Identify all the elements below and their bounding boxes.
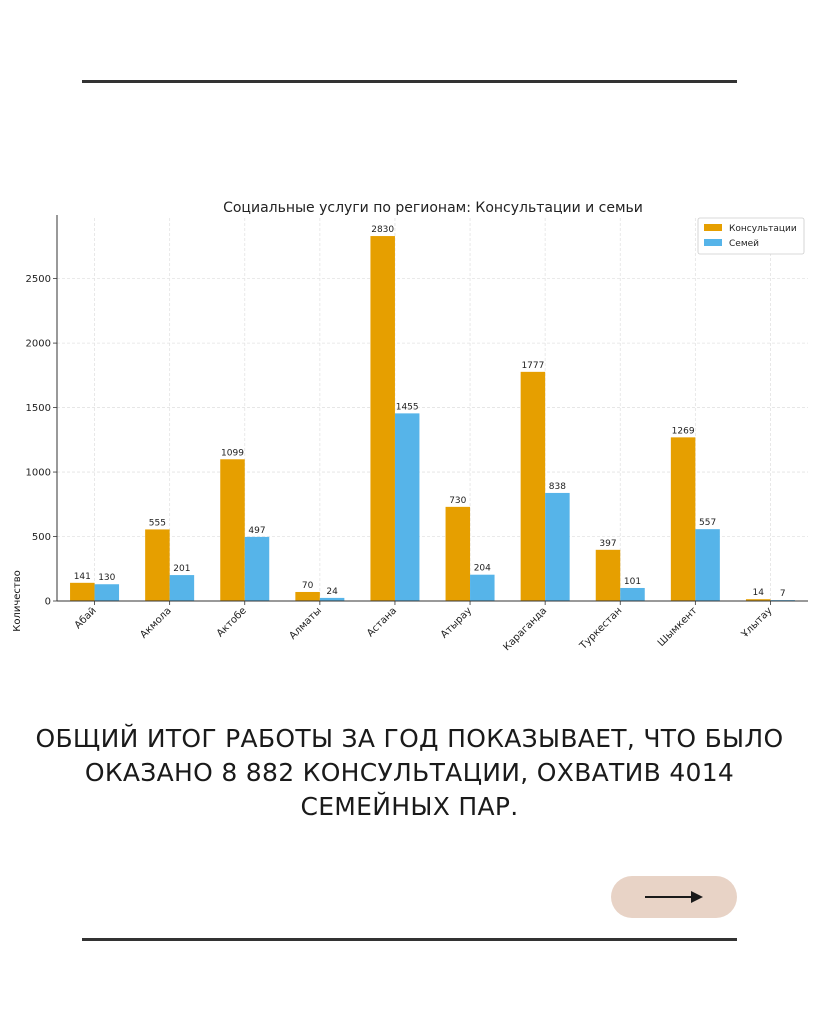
legend-swatch-consultations [704, 224, 722, 231]
y-tick-label: 1500 [26, 403, 51, 414]
data-label: 130 [98, 573, 115, 583]
y-tick-label: 0 [45, 597, 51, 608]
x-tick-label: Караганда [501, 605, 549, 653]
data-label: 838 [549, 482, 566, 492]
bar-consultations [520, 371, 546, 601]
x-tick-label: Ұлытау [739, 605, 775, 641]
chart-title: Социальные услуги по регионам: Консульта… [223, 200, 643, 216]
x-tick-label: Абай [73, 605, 99, 631]
data-label: 101 [624, 577, 641, 587]
axes [56, 215, 808, 602]
data-label: 70 [302, 581, 314, 591]
data-label: 201 [173, 564, 190, 574]
x-tick-label: Туркестан [577, 605, 624, 652]
bar-consultations [370, 236, 395, 601]
caption-line-3: СЕМЕЙНЫХ ПАР. [300, 792, 519, 821]
x-tick-label: Атырау [439, 605, 474, 640]
summary-caption: ОБЩИЙ ИТОГ РАБОТЫ ЗА ГОД ПОКАЗЫВАЕТ, ЧТО… [0, 722, 819, 824]
bar-consultations [595, 549, 621, 601]
caption-line-1: ОБЩИЙ ИТОГ РАБОТЫ ЗА ГОД ПОКАЗЫВАЕТ, ЧТО… [35, 724, 784, 753]
bar-consultations [145, 529, 170, 601]
data-label: 141 [74, 572, 91, 582]
legend-label-consultations: Консультации [729, 224, 797, 234]
bar-consultations [745, 599, 771, 601]
x-tick-label: Актобе [215, 605, 249, 639]
legend-box [697, 217, 805, 255]
bar-consultations [220, 459, 245, 601]
x-ticks: Абай Акмола Актобе Алматы Астана Атырау Карага… [73, 601, 775, 653]
y-tick-label: 1000 [26, 468, 51, 479]
data-label: 555 [149, 518, 166, 528]
bar-consultations [70, 582, 95, 601]
bar-families [394, 413, 420, 601]
bars [70, 236, 795, 601]
bar-consultations [445, 506, 471, 601]
data-label: 497 [248, 526, 265, 536]
data-label: 1269 [672, 426, 695, 436]
bar-families [620, 587, 645, 601]
data-label: 1099 [221, 448, 244, 458]
arrow-right-icon [645, 891, 703, 903]
y-tick-label: 500 [32, 532, 51, 543]
bar-families [545, 492, 570, 601]
bar-families [169, 575, 195, 601]
bar-families [470, 574, 495, 601]
x-tick-label: Алматы [287, 605, 324, 642]
bar-families [319, 597, 345, 601]
grid-lines [57, 218, 808, 602]
data-label: 2830 [371, 225, 394, 235]
data-label: 14 [752, 588, 764, 598]
data-label: 557 [699, 518, 716, 528]
x-tick-label: Акмола [138, 605, 173, 640]
x-tick-label: Астана [365, 605, 399, 639]
data-label: 204 [474, 564, 491, 574]
bar-families [94, 584, 120, 601]
data-label: 1777 [521, 361, 544, 371]
next-button[interactable] [611, 876, 737, 918]
bar-chart: Социальные услуги по регионам: Консульта… [12, 200, 808, 653]
legend: Консультации Семей [697, 217, 805, 255]
data-label: 7 [780, 589, 786, 599]
y-tick-label: 2000 [26, 339, 51, 350]
bar-consultations [295, 591, 320, 601]
legend-swatch-families [704, 239, 722, 246]
bar-families [244, 536, 270, 601]
data-label: 1455 [396, 402, 419, 412]
y-tick-label: 2500 [26, 274, 51, 285]
bottom-divider [82, 938, 737, 941]
top-divider [82, 80, 737, 83]
data-label: 397 [599, 539, 616, 549]
x-tick-label: Шымкент [656, 605, 700, 649]
data-label: 24 [326, 587, 338, 597]
data-labels: 141 130 555 201 1099 497 70 24 2830 1455 730 204 177… [74, 225, 786, 599]
bar-families [695, 529, 720, 601]
bar-consultations [670, 437, 696, 601]
y-ticks: 0 500 1000 1500 2000 2500 [26, 274, 57, 608]
data-label: 730 [449, 496, 466, 506]
caption-line-2: ОКАЗАНО 8 882 КОНСУЛЬТАЦИИ, ОХВАТИВ 4014 [84, 758, 735, 787]
legend-label-families: Семей [729, 239, 759, 249]
y-axis-label: Количество [12, 570, 23, 632]
